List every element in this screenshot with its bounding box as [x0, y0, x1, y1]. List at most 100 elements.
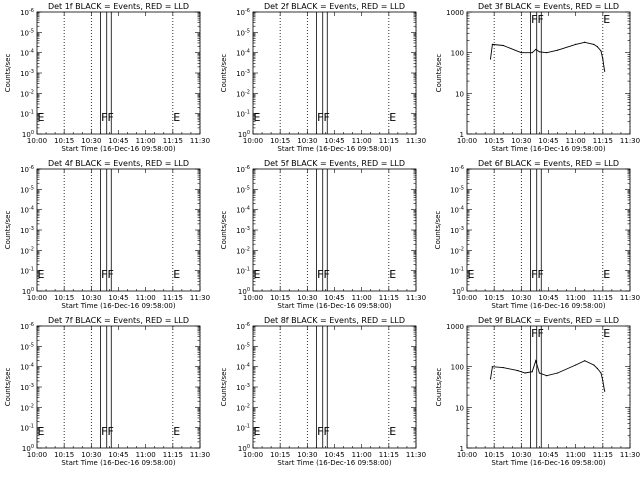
y-tick-label: 10-3 — [236, 383, 250, 392]
y-axis-label: Counts/sec — [220, 211, 228, 250]
series-point — [593, 43, 595, 45]
series-point — [531, 52, 533, 54]
y-tick-exponent: -6 — [29, 322, 34, 328]
series-line-0 — [490, 359, 606, 392]
y-tick-label: 100 — [452, 287, 464, 296]
y-tick-label: 1000 — [446, 9, 464, 17]
y-tick-label: 10-2 — [20, 89, 34, 98]
x-tick-label: 11:00 — [566, 451, 586, 459]
x-tick-label: 11:15 — [163, 137, 183, 145]
y-tick-base: 10 — [236, 227, 245, 235]
series-point — [538, 51, 541, 53]
y-tick-exponent: 0 — [31, 130, 34, 136]
y-tick-exponent: -1 — [459, 267, 464, 273]
y-tick-base: 10 — [22, 131, 31, 139]
y-tick-base: 10 — [20, 425, 29, 433]
series-point — [604, 390, 606, 392]
y-tick-base: 10 — [236, 50, 245, 58]
flag-e: E — [173, 425, 180, 438]
y-tick-exponent: -2 — [29, 246, 34, 252]
panel-det9f: Det 9f BLACK = Events, RED = LLD 10:00 10:… — [435, 316, 640, 467]
x-tick-label: 11:15 — [593, 451, 613, 459]
x-axis-label: Start Time (16-Dec-16 09:58:00) — [491, 302, 605, 310]
chart-title: Det 7f BLACK = Events, RED = LLD — [48, 316, 189, 325]
y-tick-exponent: -1 — [29, 110, 34, 116]
y-tick-base: 10 — [20, 50, 29, 58]
series-point — [600, 372, 602, 374]
flag-f: F — [323, 268, 329, 281]
y-tick-base: 10 — [20, 70, 29, 78]
x-tick-label: 10:15 — [270, 451, 290, 459]
x-tick-label: 11:30 — [190, 451, 210, 459]
x-tick-label: 10:45 — [324, 137, 344, 145]
x-tick-label: 10:45 — [108, 451, 128, 459]
series-point — [596, 367, 599, 370]
x-tick-label: 11:00 — [136, 294, 156, 302]
x-tick-label: 11:00 — [352, 137, 372, 145]
y-tick-label: 10-6 — [20, 322, 34, 331]
x-tick-label: 11:30 — [406, 137, 426, 145]
y-axis-label: Counts/sec — [220, 54, 228, 93]
series-point — [535, 48, 537, 51]
y-tick-label: 10 — [455, 90, 464, 98]
y-tick-base: 10 — [236, 268, 245, 276]
series-point — [584, 41, 586, 43]
flag-f: F — [107, 425, 113, 438]
y-tick-exponent: -6 — [245, 322, 250, 328]
y-tick-base: 10 — [236, 343, 245, 351]
y-tick-exponent: -3 — [29, 69, 34, 75]
series-point — [524, 372, 526, 374]
y-tick-base: 10 — [236, 166, 245, 174]
y-tick-exponent: 0 — [247, 130, 250, 136]
y-tick-label: 10-5 — [450, 185, 464, 194]
y-tick-label: 1 — [460, 131, 464, 139]
chart-title: Det 1f BLACK = Events, RED = LLD — [48, 2, 189, 11]
flag-e: E — [38, 425, 45, 438]
y-tick-base: 10 — [236, 247, 245, 255]
flag-f: F — [107, 111, 113, 124]
y-tick-base: 10 — [20, 207, 29, 215]
flag-e: E — [468, 268, 475, 281]
y-tick-label: 10-1 — [236, 110, 250, 119]
y-tick-label: 10-6 — [20, 8, 34, 17]
y-tick-base: 10 — [20, 343, 29, 351]
y-tick-label: 10-1 — [20, 424, 34, 433]
panel-det8f: Det 8f BLACK = Events, RED = LLD 10:00 10:… — [220, 316, 426, 467]
y-tick-label: 10-5 — [236, 185, 250, 194]
panel-det1f: Det 1f BLACK = Events, RED = LLD 10:00 10:… — [4, 2, 210, 153]
y-tick-base: 10 — [20, 323, 29, 331]
y-tick-exponent: 0 — [247, 287, 250, 293]
y-tick-base: 10 — [20, 166, 29, 174]
series-point — [491, 366, 493, 368]
y-tick-exponent: -3 — [459, 226, 464, 232]
flag-f: F — [537, 327, 543, 340]
series-point — [602, 380, 604, 382]
y-tick-exponent: -1 — [29, 267, 34, 273]
y-tick-label: 10-1 — [236, 424, 250, 433]
y-tick-label: 10-6 — [236, 165, 250, 174]
y-tick-exponent: -5 — [245, 342, 250, 348]
y-tick-base: 10 — [236, 404, 245, 412]
y-tick-label: 10-6 — [236, 8, 250, 17]
series-point — [502, 366, 504, 369]
x-tick-label: 10:30 — [511, 137, 531, 145]
x-tick-label: 10:15 — [54, 451, 74, 459]
y-tick-base: 10 — [450, 247, 459, 255]
panel-det2f: Det 2f BLACK = Events, RED = LLD 10:00 10:… — [220, 2, 426, 153]
x-tick-label: 10:30 — [511, 294, 531, 302]
y-tick-exponent: -6 — [245, 165, 250, 171]
flag-f: F — [101, 268, 107, 281]
series-point — [556, 372, 559, 374]
y-tick-label: 10-4 — [236, 49, 250, 58]
y-tick-base: 10 — [450, 268, 459, 276]
panel-det5f: Det 5f BLACK = Events, RED = LLD 10:00 10:… — [220, 159, 426, 310]
y-tick-base: 10 — [20, 247, 29, 255]
y-tick-label: 100 — [238, 287, 250, 296]
x-tick-label: 10:15 — [270, 137, 290, 145]
flag-f: F — [323, 111, 329, 124]
y-tick-label: 10-3 — [450, 226, 464, 235]
series-point — [535, 360, 537, 362]
series-point — [575, 364, 577, 366]
y-tick-base: 10 — [20, 9, 29, 17]
